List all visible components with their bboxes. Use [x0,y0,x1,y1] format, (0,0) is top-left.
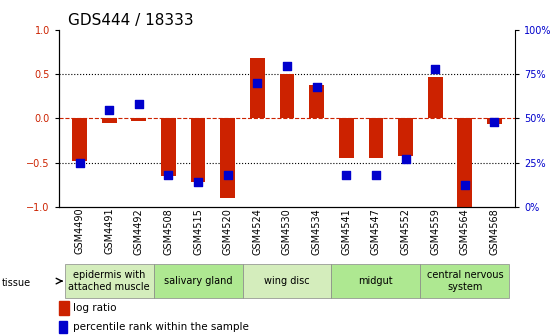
Point [223,172,232,177]
Bar [398,119,413,156]
Text: GSM4492: GSM4492 [134,208,144,255]
Point [490,119,499,125]
Point [371,172,380,177]
Text: GDS444 / 18333: GDS444 / 18333 [68,13,194,28]
Bar [339,119,354,158]
Bar [428,77,442,119]
Text: salivary gland: salivary gland [164,276,232,286]
Text: log ratio: log ratio [73,303,117,313]
Bar [102,119,116,123]
Bar [191,119,206,182]
Text: GSM4534: GSM4534 [311,208,321,255]
Text: GSM4508: GSM4508 [164,208,174,255]
Text: GSM4552: GSM4552 [400,208,410,255]
Text: GSM4520: GSM4520 [223,208,233,255]
Text: GSM4515: GSM4515 [193,208,203,255]
Bar [279,74,295,119]
Point [253,81,262,86]
Text: GSM4541: GSM4541 [341,208,351,255]
Bar [161,119,176,176]
Point [282,63,291,68]
Text: GSM4564: GSM4564 [460,208,470,255]
Text: wing disc: wing disc [264,276,310,286]
Point [75,160,84,165]
Text: percentile rank within the sample: percentile rank within the sample [73,322,249,332]
FancyBboxPatch shape [153,264,242,298]
Point [431,67,440,72]
Bar [72,119,87,161]
Bar [132,119,146,121]
Bar [59,301,69,315]
Point [134,101,143,107]
Bar [250,58,265,119]
Point [401,156,410,162]
Bar [487,119,502,124]
FancyBboxPatch shape [242,264,332,298]
Text: midgut: midgut [358,276,393,286]
Bar [368,119,383,158]
Bar [458,119,472,208]
Bar [59,321,67,333]
FancyBboxPatch shape [65,264,153,298]
Text: central nervous
system: central nervous system [427,270,503,292]
FancyBboxPatch shape [332,264,421,298]
Point [460,183,469,188]
Point [194,179,203,185]
Point [312,84,321,89]
Bar [309,85,324,119]
Text: GSM4524: GSM4524 [253,208,263,255]
Bar [220,119,235,198]
Text: GSM4568: GSM4568 [489,208,500,255]
Text: GSM4491: GSM4491 [104,208,114,254]
Text: tissue: tissue [2,278,31,288]
FancyBboxPatch shape [421,264,509,298]
Text: GSM4530: GSM4530 [282,208,292,255]
Point [164,172,173,177]
Text: epidermis with
attached muscle: epidermis with attached muscle [68,270,150,292]
Text: GSM4559: GSM4559 [430,208,440,255]
Text: GSM4547: GSM4547 [371,208,381,255]
Text: GSM4490: GSM4490 [74,208,85,254]
Point [105,107,114,112]
Point [342,172,351,177]
